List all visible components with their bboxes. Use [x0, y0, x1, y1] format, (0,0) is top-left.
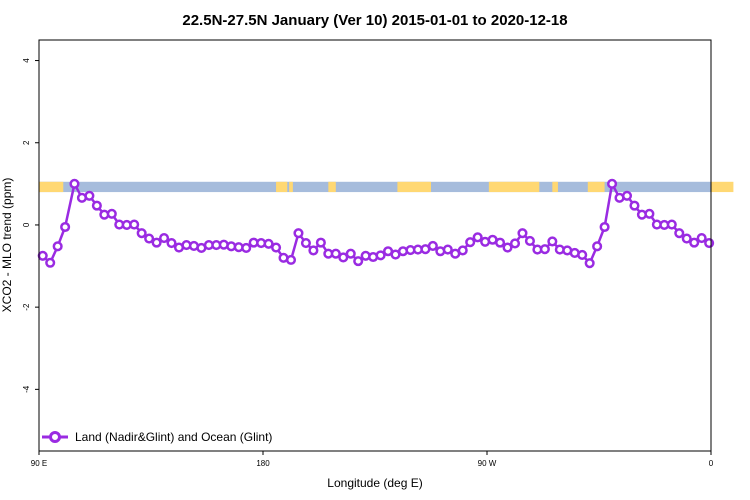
land-segment	[397, 181, 431, 193]
data-point	[539, 244, 550, 255]
data-point	[159, 233, 170, 244]
land-segment	[587, 181, 605, 193]
y-tick-label: 4	[22, 58, 31, 63]
y-axis-label: XCO2 - MLO trend (ppm)	[0, 178, 14, 313]
data-point	[315, 237, 326, 248]
data-point	[84, 190, 95, 201]
data-point	[644, 208, 655, 219]
surface-band	[39, 181, 734, 193]
y-axis: -4 -2 0 2 4	[22, 58, 39, 393]
legend-label: Land (Nadir&Glint) and Ocean (Glint)	[75, 430, 272, 444]
data-point	[136, 228, 147, 239]
y-tick-label: 2	[22, 140, 31, 145]
x-axis-label: Longitude (deg E)	[327, 476, 422, 490]
data-point	[285, 254, 297, 265]
data-point	[52, 241, 63, 252]
data-point	[330, 248, 341, 259]
data-point	[495, 237, 506, 248]
data-point	[607, 178, 618, 189]
data-point	[577, 249, 588, 261]
data-point	[674, 228, 685, 239]
data-point	[166, 237, 177, 249]
data-point	[689, 237, 700, 248]
data-point	[37, 250, 48, 261]
data-point	[60, 221, 71, 233]
legend-marker	[49, 431, 61, 443]
data-point	[457, 245, 468, 256]
ocean-band	[39, 181, 711, 193]
data-point	[442, 244, 453, 255]
data-point	[375, 250, 386, 261]
plot-area	[37, 39, 734, 452]
data-point	[345, 248, 356, 259]
x-tick-label: 180	[256, 459, 270, 468]
land-segment	[328, 181, 336, 193]
x-tick-label: 90 E	[31, 459, 47, 468]
land-segment	[711, 181, 734, 193]
data-point	[293, 228, 304, 239]
x-tick-label: 90 W	[478, 459, 497, 468]
data-point	[666, 219, 677, 230]
data-point	[241, 242, 252, 254]
data-point	[144, 233, 155, 244]
data-point	[465, 237, 476, 248]
land-segment	[289, 181, 293, 193]
land-segment	[39, 181, 64, 193]
data-point	[524, 235, 535, 247]
data-point	[271, 242, 282, 253]
data-point	[696, 233, 707, 244]
plot-frame	[38, 39, 712, 452]
y-tick-label: -4	[22, 385, 31, 393]
data-point	[509, 238, 521, 249]
land-segment	[488, 181, 540, 193]
series-line	[41, 182, 710, 265]
data-point	[91, 200, 102, 211]
series-layer	[37, 178, 715, 269]
data-point	[151, 237, 162, 248]
data-point	[45, 257, 56, 268]
data-point	[472, 232, 483, 243]
data-point	[629, 200, 640, 211]
data-point	[69, 178, 80, 189]
land-segment	[276, 181, 288, 193]
data-point	[129, 219, 140, 230]
data-point	[547, 236, 558, 247]
data-point	[502, 242, 513, 253]
data-point	[308, 245, 319, 256]
data-point	[106, 208, 117, 219]
data-point	[704, 237, 715, 249]
data-point	[681, 233, 692, 244]
y-tick-label: -2	[22, 303, 31, 311]
legend: Land (Nadir&Glint) and Ocean (Glint)	[42, 430, 272, 444]
data-point	[517, 228, 528, 239]
data-point	[584, 258, 595, 269]
data-point	[427, 240, 438, 251]
x-axis: 90 E 180 90 W 0	[31, 451, 714, 468]
data-point	[592, 241, 603, 252]
data-point	[621, 190, 633, 201]
data-point	[263, 238, 274, 249]
data-point	[338, 252, 349, 263]
land-segment	[552, 181, 558, 193]
data-point	[353, 256, 364, 267]
chart-title: 22.5N-27.5N January (Ver 10) 2015-01-01 …	[182, 12, 567, 29]
data-point	[599, 221, 610, 233]
x-tick-label: 0	[709, 459, 714, 468]
data-point	[300, 237, 311, 249]
y-tick-label: 0	[22, 222, 31, 227]
